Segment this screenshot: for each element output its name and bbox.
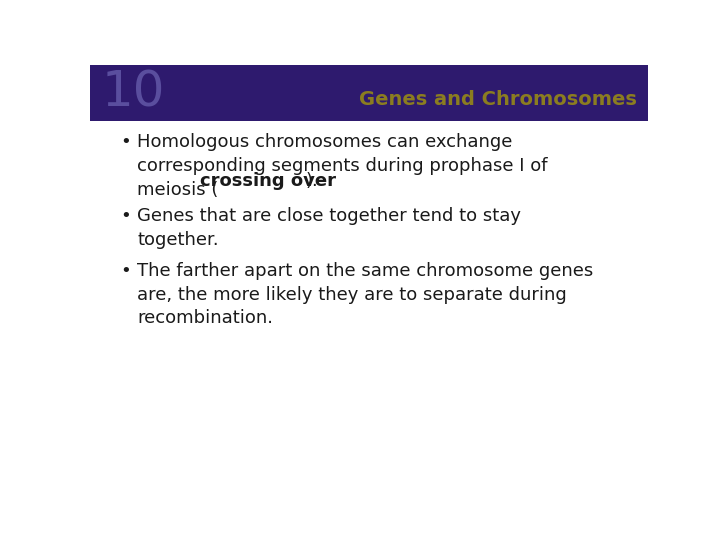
Bar xyxy=(90,65,648,121)
Text: •: • xyxy=(121,133,132,151)
Text: Genes that are close together tend to stay
together.: Genes that are close together tend to st… xyxy=(138,207,521,249)
Text: crossing over: crossing over xyxy=(200,172,336,190)
Text: Genes and Chromosomes: Genes and Chromosomes xyxy=(359,90,637,109)
Text: The farther apart on the same chromosome genes
are, the more likely they are to : The farther apart on the same chromosome… xyxy=(138,262,594,327)
Text: ).: ). xyxy=(306,172,319,190)
Text: •: • xyxy=(121,262,132,280)
Text: Homologous chromosomes can exchange
corresponding segments during prophase I of
: Homologous chromosomes can exchange corr… xyxy=(138,133,548,199)
Text: •: • xyxy=(121,207,132,225)
Text: 10: 10 xyxy=(101,69,165,117)
